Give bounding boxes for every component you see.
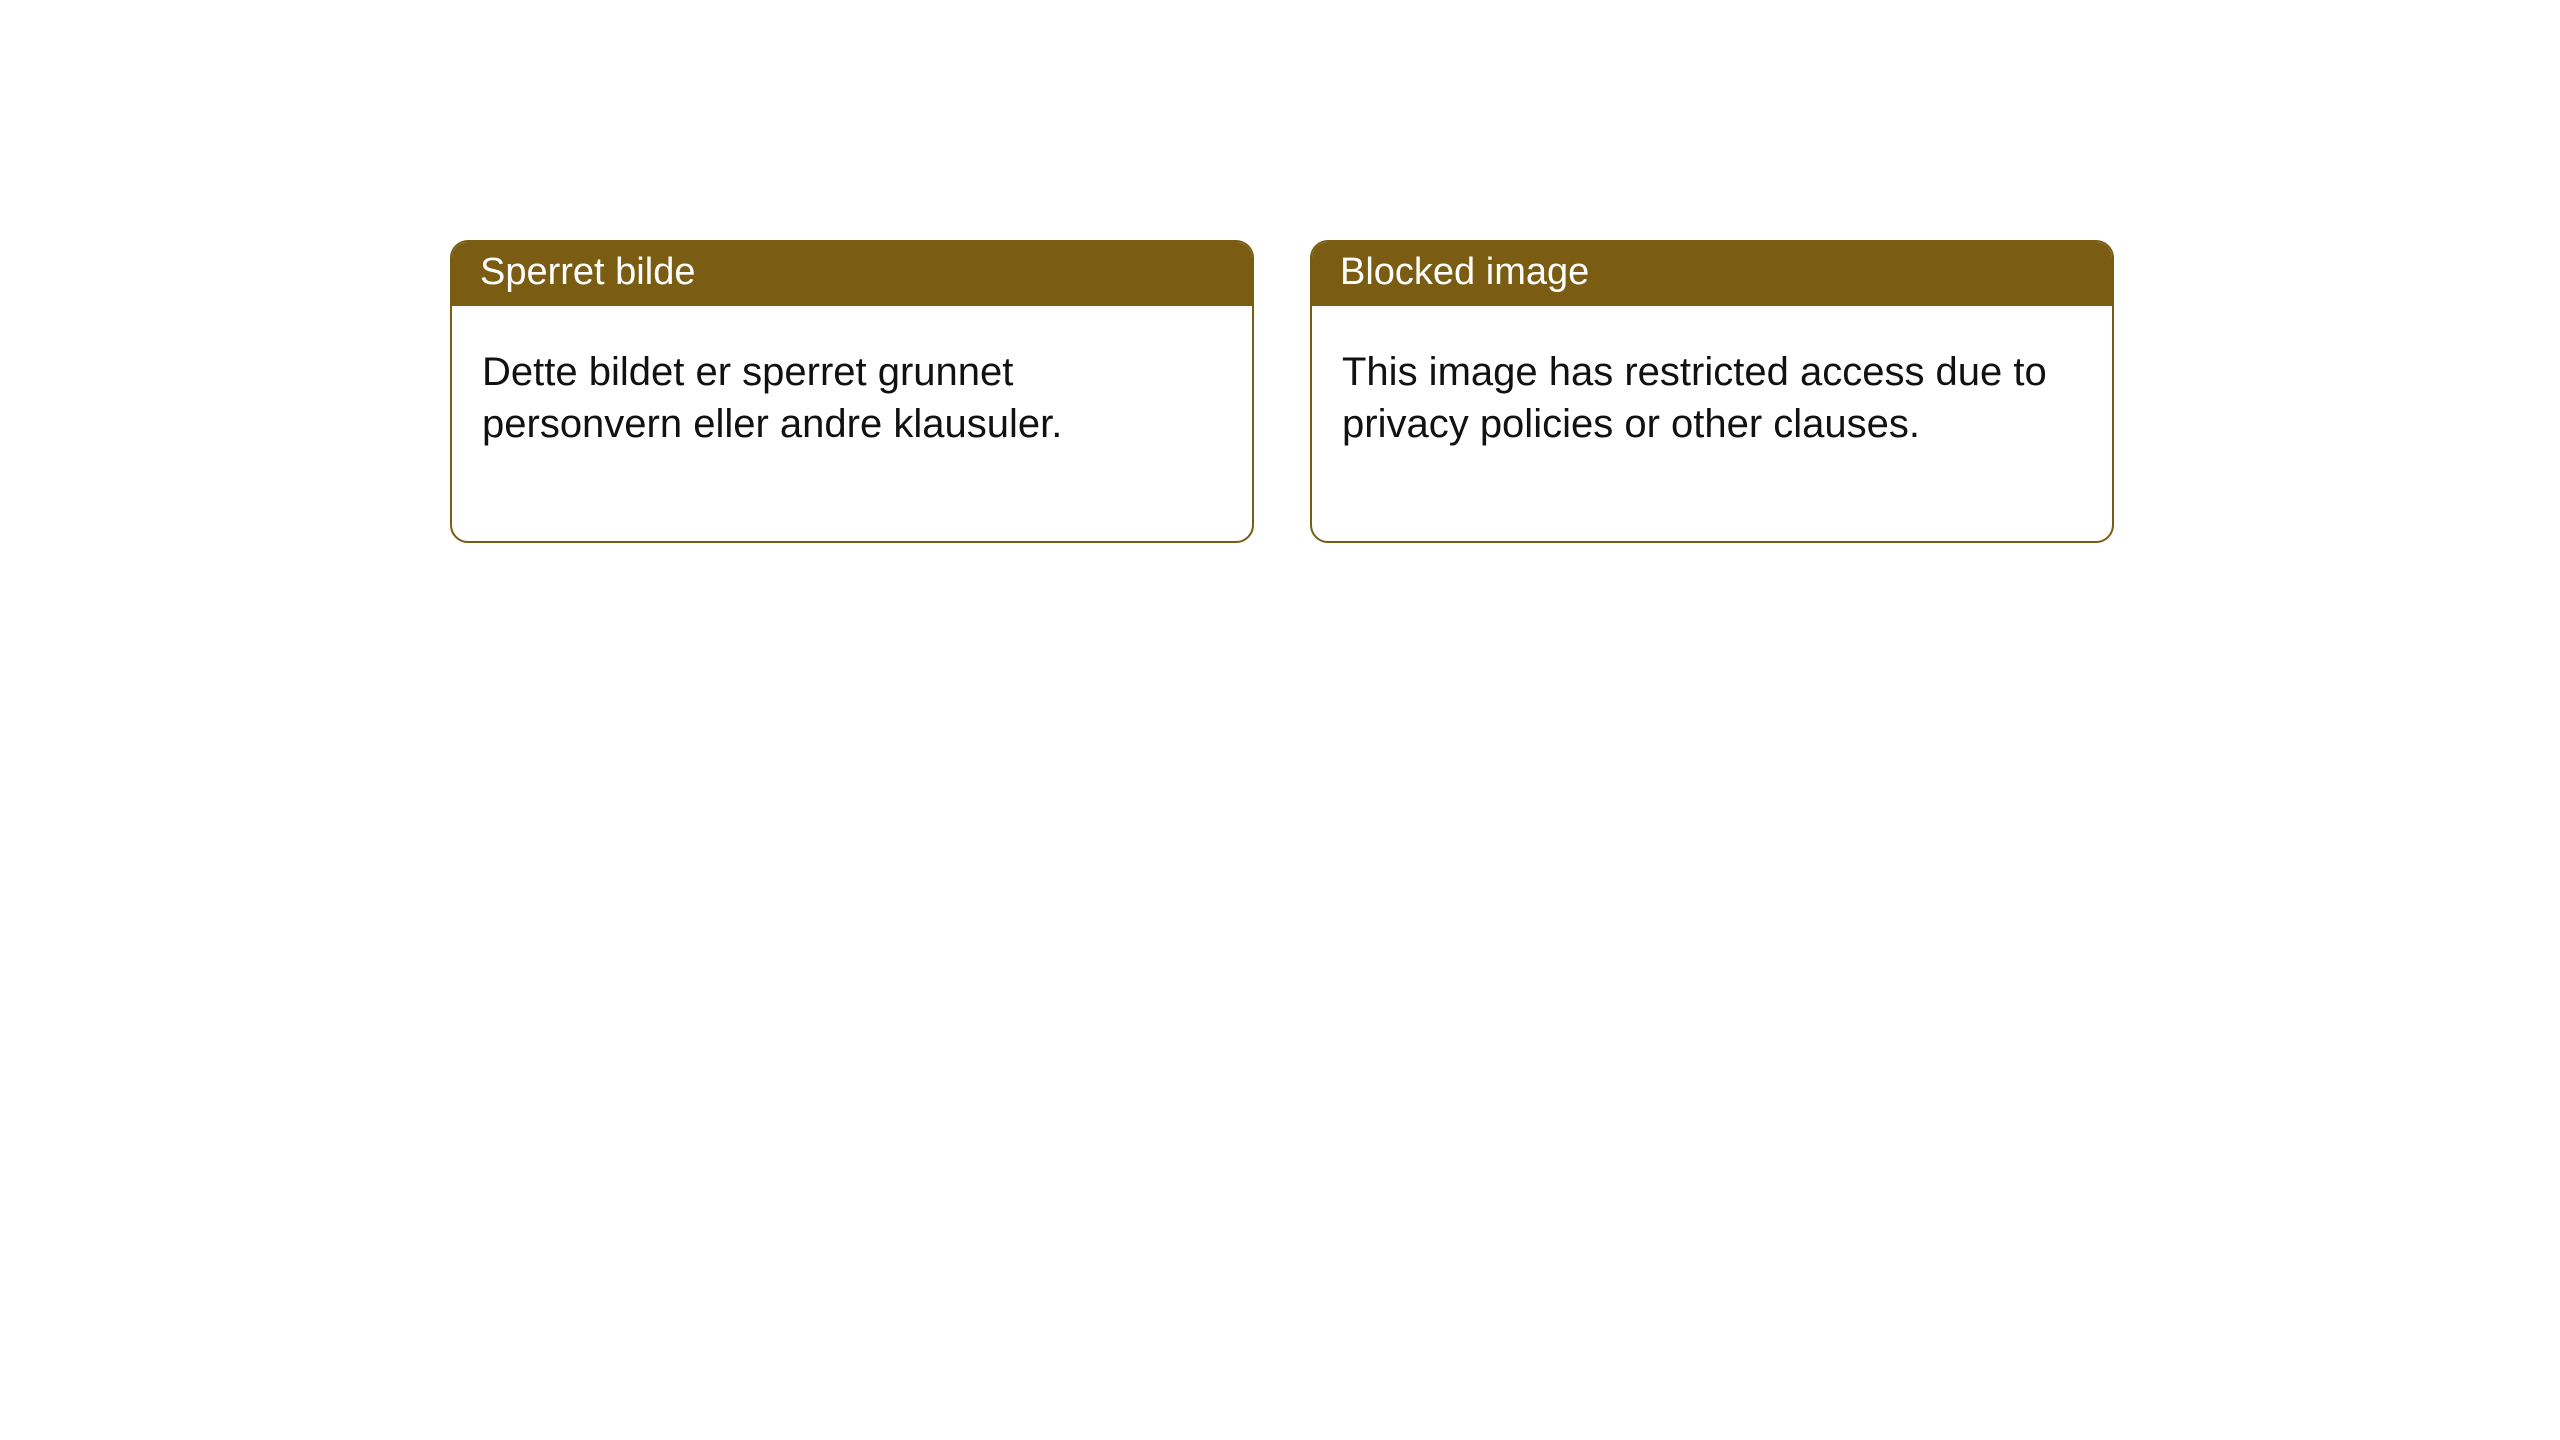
blocked-image-card-en: Blocked image This image has restricted … [1310, 240, 2114, 543]
blocked-image-card-no: Sperret bilde Dette bildet er sperret gr… [450, 240, 1254, 543]
card-body-no: Dette bildet er sperret grunnet personve… [452, 306, 1252, 542]
card-header-en: Blocked image [1312, 242, 2112, 306]
blocked-image-notice-container: Sperret bilde Dette bildet er sperret gr… [450, 240, 2114, 543]
card-header-no: Sperret bilde [452, 242, 1252, 306]
card-body-en: This image has restricted access due to … [1312, 306, 2112, 542]
